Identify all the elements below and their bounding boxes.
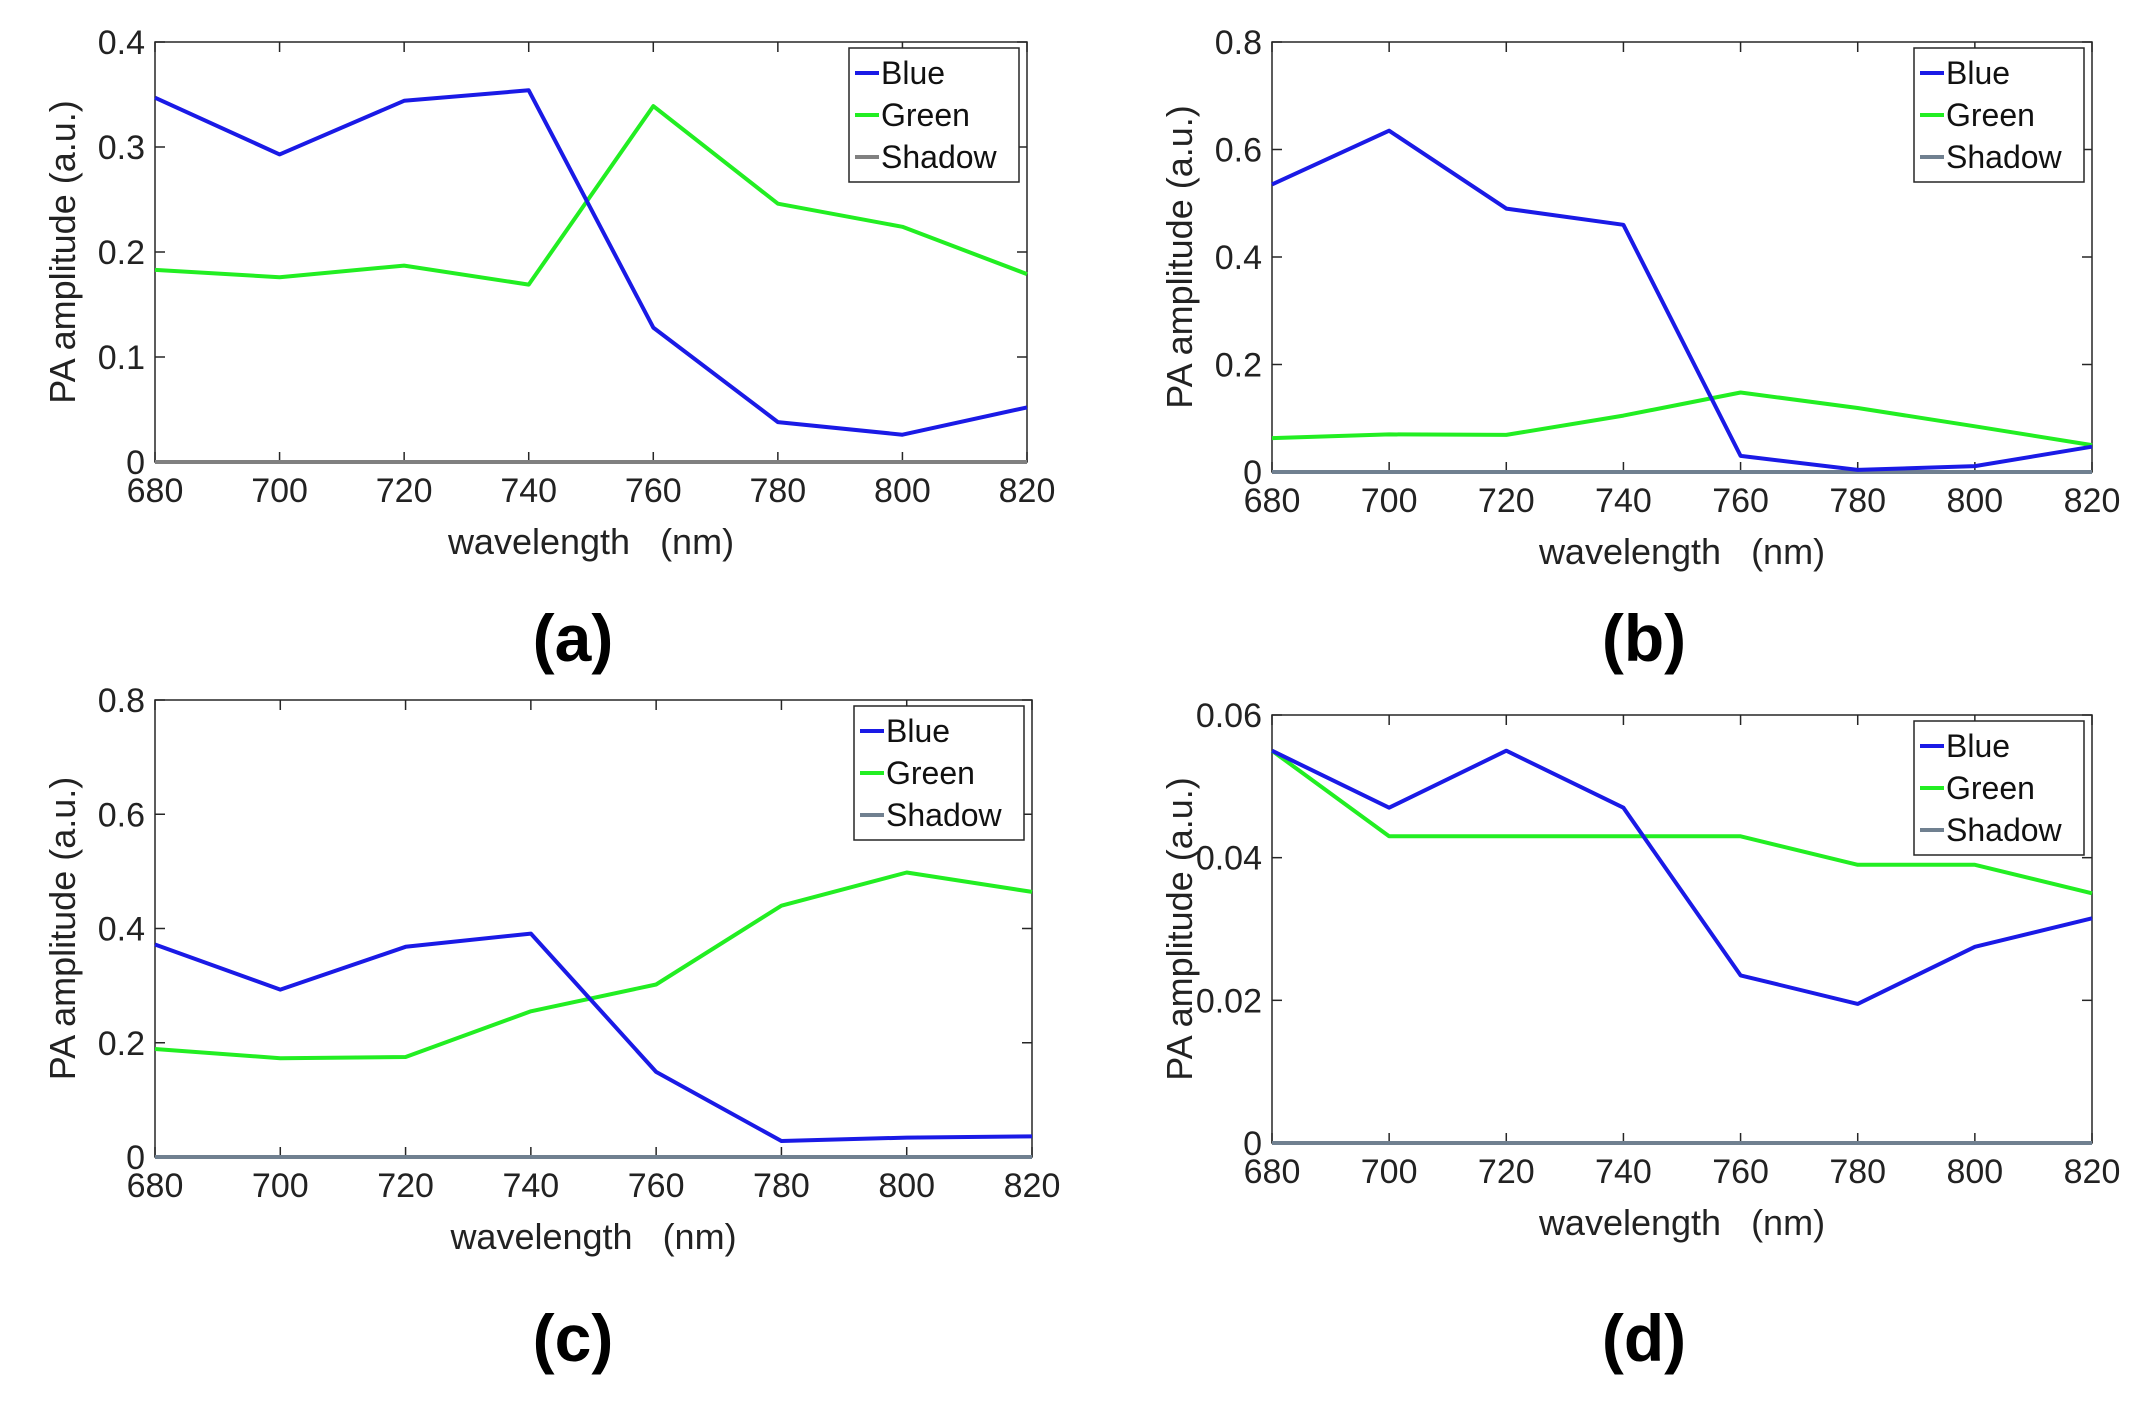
series-line-blue: [1271, 748, 2093, 1006]
x-tick-label: 820: [999, 472, 1056, 510]
legend-label-shadow: Shadow: [1946, 812, 2063, 848]
y-tick-label: 0.02: [1196, 982, 1262, 1020]
y-tick-label: 0: [126, 444, 145, 482]
series-line-blue: [154, 931, 1033, 1143]
x-tick-label: 760: [625, 472, 682, 510]
x-tick-label: 700: [251, 472, 308, 510]
y-tick-label: 0.8: [1215, 24, 1262, 62]
x-tick-label: 760: [628, 1167, 685, 1205]
chart-panel-c: 680 700 720 740 760 780 800 820 0 0.2 0.4 0.6 0.8 wav…: [0, 682, 1070, 1411]
y-tick-label: 0.2: [1215, 347, 1262, 385]
x-tick-label: 720: [377, 1167, 434, 1205]
legend-label-green: Green: [1946, 97, 2035, 133]
x-tick-label: 700: [1361, 482, 1418, 520]
y-tick-label: 0.06: [1196, 697, 1262, 735]
x-tick-label: 820: [2064, 482, 2121, 520]
legend-label-blue: Blue: [881, 55, 945, 91]
legend-label-blue: Blue: [1946, 728, 2010, 764]
x-tick-label: 680: [127, 1167, 184, 1205]
y-tick-label: 0: [1243, 1125, 1262, 1163]
panel-label-c: (c): [532, 1301, 614, 1375]
y-tick-label: 0.04: [1196, 840, 1262, 878]
chart-c-svg: 680 700 720 740 760 780 800 820 0 0.2 0.4 0.6 0.8 wav…: [42, 682, 1061, 1257]
x-tick-label: 760: [1712, 482, 1769, 520]
x-tick-label: 780: [1829, 482, 1886, 520]
x-axis-label: wavelength (nm): [1538, 531, 1825, 572]
y-axis-label: PA amplitude (a.u.): [1159, 777, 1200, 1081]
x-tick-label: 680: [1244, 482, 1301, 520]
x-tick-label: 700: [252, 1167, 309, 1205]
y-tick-label: 0.4: [98, 24, 145, 62]
y-axis-label: PA amplitude (a.u.): [42, 100, 83, 404]
x-tick-label: 760: [1712, 1153, 1769, 1191]
x-tick-label: 740: [1595, 482, 1652, 520]
panel-label-b: (b): [1601, 601, 1687, 675]
y-tick-label: 0.4: [1215, 239, 1262, 277]
series-line-green: [154, 104, 1028, 287]
y-tick-label: 0.2: [98, 234, 145, 272]
x-tick-label: 800: [874, 472, 931, 510]
x-tick-label: 700: [1361, 1153, 1418, 1191]
y-tick-label: 0.6: [1215, 132, 1262, 170]
x-tick-label: 740: [502, 1167, 559, 1205]
chart-b-svg: 680 700 720 740 760 780 800 820 0 0.2 0.4 0.6 0.8 wav…: [1159, 24, 2121, 572]
legend-label-green: Green: [881, 97, 970, 133]
series-line-blue: [1271, 128, 2093, 472]
legend-label-shadow: Shadow: [1946, 139, 2063, 175]
y-tick-label: 0: [126, 1139, 145, 1177]
x-tick-label: 740: [1595, 1153, 1652, 1191]
legend-label-shadow: Shadow: [886, 797, 1003, 833]
y-tick-label: 0.1: [98, 339, 145, 377]
y-tick-label: 0: [1243, 454, 1262, 492]
y-tick-label: 0.8: [98, 682, 145, 720]
chart-a-svg: 680 700 720 740 760 780 800 820 0 0.1 0.2 0.3 0.4 wav…: [42, 24, 1056, 562]
series-line-blue: [154, 88, 1028, 437]
panel-label-d: (d): [1601, 1301, 1687, 1375]
y-tick-label: 0.6: [98, 796, 145, 834]
y-axis-label: PA amplitude (a.u.): [1159, 105, 1200, 409]
x-tick-label: 800: [1946, 1153, 2003, 1191]
x-tick-label: 820: [1004, 1167, 1061, 1205]
chart-panel-d: 680 700 720 740 760 780 800 820 0 0.02 0.04 0.06 wav…: [1070, 697, 2139, 1411]
y-axis-label: PA amplitude (a.u.): [42, 777, 83, 1081]
x-tick-label: 800: [878, 1167, 935, 1205]
y-tick-label: 0.2: [98, 1025, 145, 1063]
series-line-green: [1270, 749, 2093, 896]
chart-d-svg: 680 700 720 740 760 780 800 820 0 0.02 0.04 0.06 wav…: [1159, 697, 2121, 1243]
series-line-green: [154, 870, 1033, 1061]
x-tick-label: 680: [127, 472, 184, 510]
x-axis-label: wavelength (nm): [447, 521, 734, 562]
x-axis-label: wavelength (nm): [449, 1216, 736, 1257]
x-tick-label: 780: [1829, 1153, 1886, 1191]
y-tick-label: 0.4: [98, 911, 145, 949]
legend-label-blue: Blue: [886, 713, 950, 749]
x-tick-label: 800: [1946, 482, 2003, 520]
y-tick-label: 0.3: [98, 129, 145, 167]
legend-label-green: Green: [886, 755, 975, 791]
chart-panel-a: 680 700 720 740 760 780 800 820 0 0.1 0.2 0.3 0.4 wav…: [0, 0, 1070, 700]
legend-label-blue: Blue: [1946, 55, 2010, 91]
x-axis-label: wavelength (nm): [1538, 1202, 1825, 1243]
x-tick-label: 820: [2064, 1153, 2121, 1191]
x-tick-label: 720: [1478, 1153, 1535, 1191]
x-tick-label: 680: [1244, 1153, 1301, 1191]
x-tick-label: 720: [1478, 482, 1535, 520]
chart-panel-b: 680 700 720 740 760 780 800 820 0 0.2 0.4 0.6 0.8 wav…: [1070, 0, 2139, 700]
series-line-green: [1271, 390, 2093, 448]
x-tick-label: 720: [376, 472, 433, 510]
x-tick-label: 780: [753, 1167, 810, 1205]
panel-label-a: (a): [532, 601, 614, 675]
x-tick-label: 780: [749, 472, 806, 510]
legend-label-shadow: Shadow: [881, 139, 998, 175]
legend-label-green: Green: [1946, 770, 2035, 806]
x-tick-label: 740: [500, 472, 557, 510]
